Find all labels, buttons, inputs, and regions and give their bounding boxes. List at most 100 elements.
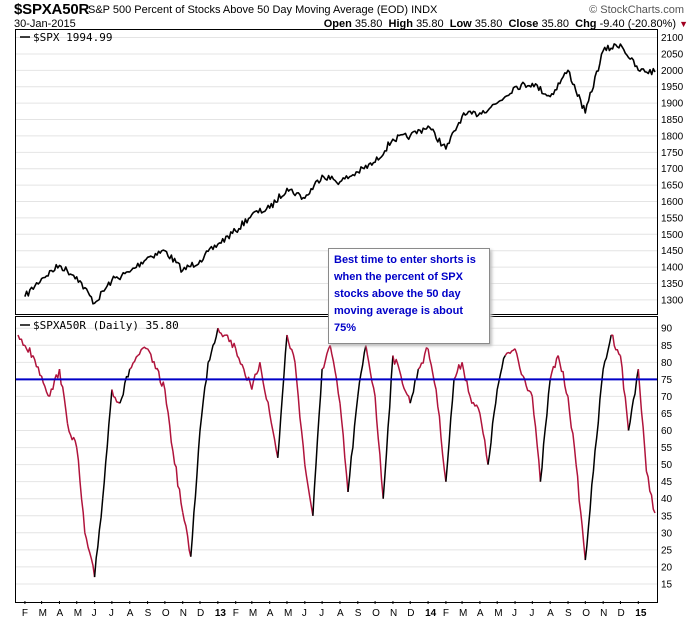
series-line	[24, 43, 656, 305]
x-tick-label: N	[180, 608, 187, 619]
series-segment	[409, 368, 420, 404]
series-segment	[645, 471, 656, 514]
x-tick-label: D	[617, 608, 624, 619]
series-segment	[347, 396, 359, 492]
y-tick-label: 1600	[661, 197, 684, 208]
chg-label: Chg	[575, 18, 597, 30]
brand-label: © StockCharts.com	[589, 4, 684, 16]
x-tick-label: F	[233, 608, 239, 619]
series-segment	[101, 389, 113, 499]
x-tick-label: M	[39, 608, 47, 619]
series-segment	[461, 362, 471, 397]
y-tick-label: 70	[661, 392, 673, 403]
x-tick-label: 13	[215, 608, 227, 619]
y-tick-label: 1550	[661, 213, 684, 224]
low-label: Low	[449, 18, 472, 30]
series-segment	[365, 345, 376, 397]
series-segment	[24, 344, 34, 358]
series-segment	[111, 389, 121, 404]
series-segment	[277, 334, 288, 458]
series-segment	[504, 348, 516, 356]
x-tick-label: N	[390, 608, 397, 619]
series-segment	[93, 498, 104, 578]
x-tick-label: O	[582, 608, 590, 619]
x-tick-label: J	[92, 608, 97, 619]
series-segment	[32, 355, 42, 377]
chart-description: S&P 500 Percent of Stocks Above 50 Day M…	[88, 4, 437, 16]
x-tick-label: M	[284, 608, 292, 619]
x-tick-label: N	[600, 608, 607, 619]
series-segment	[417, 347, 429, 370]
series-segment	[155, 367, 166, 390]
chart-symbol: $SPXA50R	[14, 1, 90, 18]
x-tick-label: A	[267, 608, 274, 619]
y-tick-label: 1950	[661, 82, 684, 93]
y-tick-label: 35	[661, 511, 673, 522]
x-tick-label: J	[302, 608, 307, 619]
series-segment	[225, 334, 237, 349]
open-label: Open	[323, 18, 352, 30]
x-tick-label: A	[127, 608, 134, 619]
series-segment	[400, 375, 411, 404]
y-tick-label: 2100	[661, 33, 684, 44]
x-tick-label: A	[547, 608, 554, 619]
series-segment	[268, 413, 279, 458]
series-segment	[357, 345, 367, 397]
series-segment	[217, 327, 227, 338]
high-value: 35.80	[416, 18, 444, 30]
series-segment	[339, 403, 349, 492]
bottom-legend: $SPXA50R (Daily) 35.80	[20, 319, 179, 332]
y-tick-label: 1900	[661, 99, 684, 110]
y-tick-label: 55	[661, 443, 673, 454]
x-tick-label: M	[459, 608, 467, 619]
y-tick-label: 1350	[661, 279, 684, 290]
y-tick-label: 1750	[661, 148, 684, 159]
series-segment	[445, 379, 455, 482]
close-label: Close	[508, 18, 539, 30]
series-segment	[487, 389, 498, 465]
spx-price-series	[24, 43, 656, 305]
series-segment	[48, 368, 61, 397]
series-segment	[312, 369, 323, 516]
series-segment	[321, 344, 331, 370]
x-tick-label: 15	[635, 608, 647, 619]
series-segment	[392, 355, 402, 377]
series-segment	[84, 532, 96, 578]
series-segment	[259, 362, 271, 414]
x-tick-label: J	[319, 608, 324, 619]
high-label: High	[388, 18, 413, 30]
x-axis-ticks: F M A M J J A S O N D 13 F M A M J J A S O N D 14 F M A M J J A S O N D 15	[22, 601, 647, 619]
bottom-panel-label: $SPXA50R (Daily) 35.80	[33, 319, 179, 332]
x-tick-label: F	[443, 608, 449, 619]
top-legend: $SPX 1994.99	[20, 31, 112, 44]
annotation-box: Best time to enter shorts is when the pe…	[328, 248, 490, 344]
chg-value: -9.40 (-20.80%)	[599, 18, 677, 30]
x-tick-label: J	[109, 608, 114, 619]
series-segment	[584, 471, 595, 561]
series-segment	[329, 345, 341, 404]
series-segment	[602, 334, 612, 370]
x-tick-label: S	[145, 608, 152, 619]
y-tick-label: 15	[661, 579, 673, 590]
close-value: 35.80	[541, 18, 569, 30]
chart-date: 30-Jan-2015	[14, 18, 76, 30]
y-tick-label: 1500	[661, 230, 684, 241]
y-tick-label: 40	[661, 494, 673, 505]
x-tick-label: O	[162, 608, 170, 619]
series-segment	[557, 355, 569, 397]
series-segment	[181, 512, 192, 557]
series-segment	[234, 348, 245, 370]
y-tick-label: 1850	[661, 115, 684, 126]
x-tick-label: M	[74, 608, 82, 619]
x-tick-label: 14	[425, 608, 437, 619]
series-segment	[207, 328, 219, 363]
x-tick-label: A	[337, 608, 344, 619]
series-segment	[627, 368, 640, 431]
series-segment	[592, 369, 604, 472]
x-tick-label: S	[355, 608, 362, 619]
series-segment	[496, 355, 506, 390]
series-segment	[479, 413, 489, 465]
y-tick-label: 1300	[661, 295, 684, 306]
